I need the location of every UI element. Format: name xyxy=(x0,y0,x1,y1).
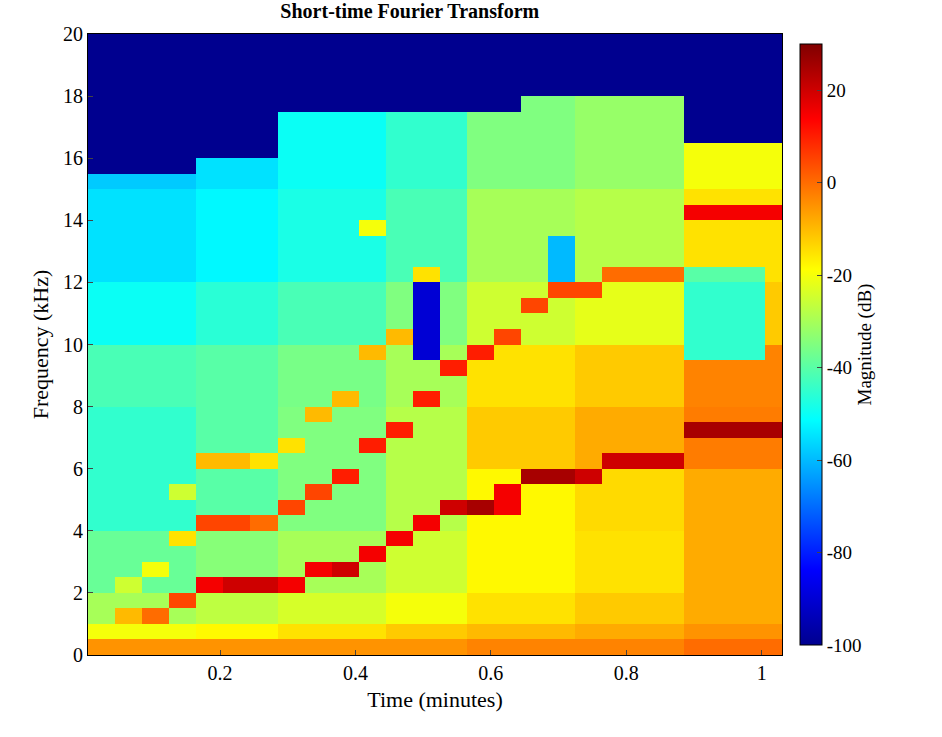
svg-text:6: 6 xyxy=(73,458,83,480)
svg-text:1: 1 xyxy=(757,662,767,684)
svg-text:Magnitude (dB): Magnitude (dB) xyxy=(854,284,876,406)
svg-text:Short-time Fourier Transform: Short-time Fourier Transform xyxy=(280,0,539,22)
svg-text:0.8: 0.8 xyxy=(614,662,639,684)
svg-text:10: 10 xyxy=(63,334,83,356)
svg-text:0: 0 xyxy=(73,644,83,666)
svg-text:18: 18 xyxy=(63,85,83,107)
svg-text:Frequency (kHz): Frequency (kHz) xyxy=(28,270,53,420)
svg-text:0.2: 0.2 xyxy=(208,662,233,684)
svg-text:Time (minutes): Time (minutes) xyxy=(367,687,502,712)
svg-text:20: 20 xyxy=(63,23,83,45)
svg-text:0.6: 0.6 xyxy=(478,662,503,684)
svg-text:4: 4 xyxy=(73,520,83,542)
svg-text:-40: -40 xyxy=(827,357,852,378)
svg-text:2: 2 xyxy=(73,582,83,604)
svg-text:8: 8 xyxy=(73,396,83,418)
svg-text:16: 16 xyxy=(63,147,83,169)
svg-text:-20: -20 xyxy=(827,265,852,286)
svg-text:-60: -60 xyxy=(827,450,852,471)
svg-text:-100: -100 xyxy=(827,635,862,656)
svg-text:-80: -80 xyxy=(827,542,852,563)
svg-text:20: 20 xyxy=(827,80,846,101)
svg-text:0: 0 xyxy=(827,172,837,193)
svg-text:12: 12 xyxy=(63,271,83,293)
svg-text:0.4: 0.4 xyxy=(343,662,368,684)
svg-text:14: 14 xyxy=(63,209,83,231)
